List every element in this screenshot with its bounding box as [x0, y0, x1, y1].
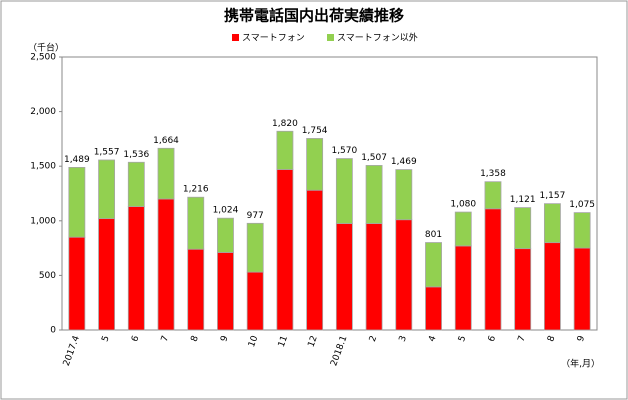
- bar-segment: [514, 248, 532, 331]
- total-label: 1,489: [64, 155, 90, 165]
- bar-segment: [306, 189, 324, 331]
- total-label: 1,358: [480, 169, 506, 179]
- bar-segment: [68, 236, 86, 331]
- total-label: 1,557: [94, 147, 120, 157]
- bar-segment: [98, 218, 116, 331]
- total-label: 1,536: [123, 150, 149, 160]
- bar-segment: [484, 208, 502, 331]
- total-label: 1,080: [450, 200, 476, 210]
- x-tick-label: 3: [398, 334, 409, 343]
- y-tick-label: 1,000: [30, 216, 56, 226]
- bar-segment: [425, 242, 442, 288]
- plot-area: [61, 56, 598, 331]
- bar-segment: [454, 245, 472, 331]
- total-label: 977: [247, 211, 264, 221]
- x-tick-label: 6: [130, 334, 141, 343]
- x-tick-label: 10: [247, 334, 260, 348]
- bar-segment: [454, 211, 472, 247]
- total-label: 1,507: [361, 153, 387, 163]
- bar-segment: [246, 222, 264, 273]
- bar-segment: [365, 223, 383, 331]
- bar-segment: [68, 167, 86, 238]
- bar-segment: [484, 181, 502, 210]
- y-tick-label: 2,500: [30, 53, 56, 63]
- bar-segment: [573, 212, 591, 249]
- bar-segment: [127, 161, 145, 208]
- x-tick-label: 8: [190, 334, 201, 343]
- x-tick-label: 5: [100, 334, 111, 343]
- x-tick-label: 11: [277, 334, 290, 348]
- x-tick-label: 6: [487, 334, 498, 343]
- legend-swatch: [232, 34, 239, 41]
- total-label: 1,754: [302, 126, 328, 136]
- bar-segment: [395, 219, 413, 331]
- total-label: 1,469: [391, 157, 417, 167]
- bar-segment: [157, 198, 175, 331]
- bar-segment: [98, 159, 116, 220]
- total-label: 1,157: [540, 191, 566, 201]
- x-tick-label: 4: [427, 334, 438, 343]
- bar-segment: [306, 138, 324, 191]
- bar-segment: [365, 165, 383, 224]
- bar-segment: [335, 158, 353, 224]
- total-label: 1,024: [213, 206, 239, 216]
- x-tick-label: 9: [219, 334, 230, 343]
- bar-segment: [217, 252, 234, 331]
- x-tick-label: 12: [306, 334, 319, 348]
- bar-segment: [276, 169, 294, 331]
- total-label: 1,570: [331, 146, 357, 156]
- chart-title: 携帯電話国内出荷実績推移: [224, 7, 404, 25]
- bar-segment: [276, 130, 294, 170]
- total-label: 801: [425, 230, 442, 240]
- x-tick-label: 8: [546, 334, 557, 343]
- bar-segment: [157, 147, 175, 200]
- bar-segment: [187, 248, 205, 331]
- x-tick-label: 7: [517, 334, 528, 343]
- bar-segment: [543, 203, 561, 244]
- y-axis-label: （千台）: [28, 42, 64, 54]
- total-label: 1,216: [183, 185, 209, 195]
- bar-segment: [543, 242, 561, 331]
- bar-segment: [514, 207, 532, 250]
- y-tick-label: 1,500: [30, 162, 56, 172]
- x-tick-label: 5: [457, 334, 468, 343]
- legend-label: スマートフォン: [242, 34, 305, 44]
- y-tick-label: 500: [39, 271, 56, 281]
- total-label: 1,121: [510, 195, 536, 205]
- y-tick-label: 0: [50, 326, 56, 336]
- bar-segment: [217, 217, 234, 253]
- bar-segment: [335, 223, 353, 331]
- bar-segment: [395, 169, 413, 221]
- bar-segment: [127, 206, 145, 331]
- total-label: 1,075: [569, 200, 595, 210]
- bar-segment: [246, 271, 264, 331]
- legend-swatch: [327, 34, 334, 41]
- y-tick-label: 2,000: [30, 107, 56, 117]
- x-axis-label: （年,月）: [561, 358, 600, 370]
- x-tick-label: 7: [160, 334, 171, 343]
- bar-segment: [573, 247, 591, 331]
- total-label: 1,664: [153, 136, 179, 146]
- x-tick-label: 2: [368, 334, 379, 343]
- x-tick-label: 9: [576, 334, 587, 343]
- bar-segment: [187, 196, 205, 250]
- total-label: 1,820: [272, 119, 298, 129]
- legend-label: スマートフォン以外: [337, 32, 418, 44]
- bar-segment: [425, 286, 442, 331]
